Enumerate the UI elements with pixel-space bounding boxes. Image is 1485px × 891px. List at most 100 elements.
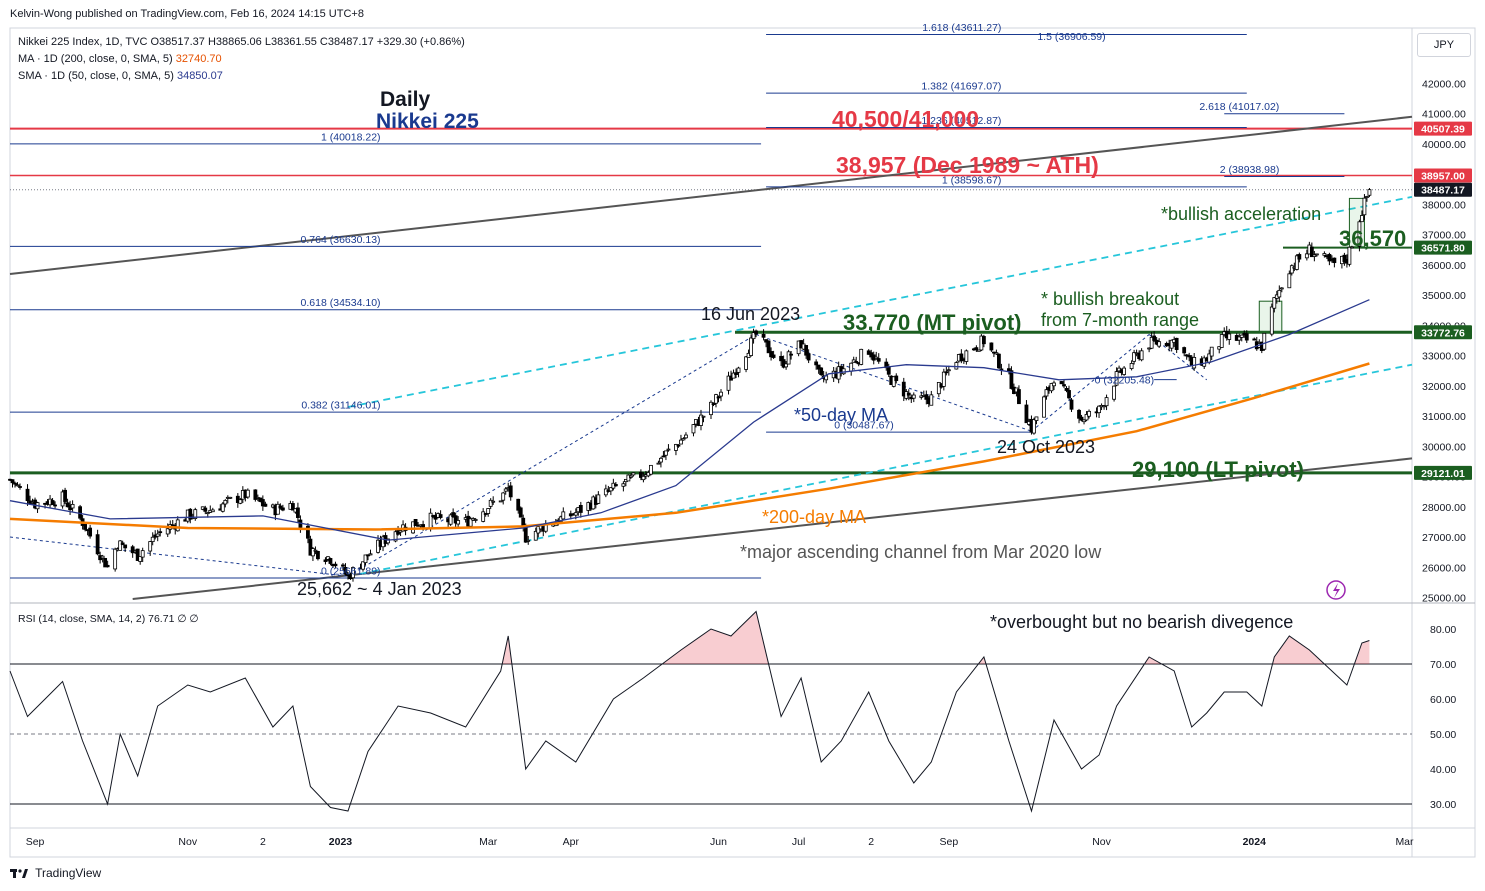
price-candle xyxy=(88,524,93,539)
price-candle xyxy=(676,444,681,448)
candle-body xyxy=(255,497,260,499)
price-candle xyxy=(275,501,280,515)
price-candle xyxy=(1012,383,1016,395)
price-candle xyxy=(754,329,758,338)
candle-body xyxy=(929,394,934,406)
price-candle xyxy=(891,376,896,388)
candle-body xyxy=(273,505,278,516)
annotation-jun-high: 16 Jun 2023 xyxy=(701,304,800,324)
candle-body xyxy=(1287,273,1292,289)
price-candle xyxy=(1077,408,1081,424)
price-candle xyxy=(769,347,773,361)
chart-subtitle-daily: Daily xyxy=(380,88,431,111)
currency-button[interactable]: JPY xyxy=(1417,33,1471,57)
price-candle xyxy=(10,479,15,488)
price-candle xyxy=(1262,332,1267,351)
annotation-ath: 38,957 (Dec 1989 ~ ATH) xyxy=(836,152,1099,178)
candle-body xyxy=(78,506,82,519)
price-candle xyxy=(1259,341,1264,354)
price-candle xyxy=(118,540,123,551)
candle-body xyxy=(961,358,966,361)
candle-body xyxy=(498,500,503,503)
annotation-bullish-acceleration: *bullish acceleration xyxy=(1161,204,1321,224)
candle-body xyxy=(453,515,458,524)
price-candle xyxy=(1309,242,1314,258)
price-candle xyxy=(799,339,804,349)
price-candle xyxy=(954,361,959,370)
price-candle xyxy=(1227,328,1232,345)
candle-body xyxy=(1252,338,1257,341)
price-candle xyxy=(786,349,791,365)
y-tick-label: 29000.00 xyxy=(1422,472,1466,484)
price-candle xyxy=(140,547,145,563)
price-candle xyxy=(68,500,72,515)
candle-body xyxy=(103,557,108,568)
price-candle xyxy=(761,329,766,341)
annotation-rsi: *overbought but no bearish divegence xyxy=(990,612,1293,632)
candle-body xyxy=(431,515,436,517)
price-candle xyxy=(1327,252,1332,266)
retest-dashed-line xyxy=(1148,334,1208,381)
candle-body xyxy=(1134,352,1139,355)
price-candle xyxy=(533,527,538,541)
candle-body xyxy=(561,511,566,520)
lightning-icon[interactable] xyxy=(1326,580,1346,600)
candle-body xyxy=(113,548,118,570)
price-candle xyxy=(70,500,75,512)
price-candle xyxy=(886,363,891,378)
candle-body xyxy=(1007,368,1011,371)
price-candle xyxy=(779,351,783,366)
candle-body xyxy=(1184,354,1189,357)
price-candle xyxy=(1134,349,1139,357)
price-candle xyxy=(751,328,756,344)
price-candle xyxy=(1207,349,1212,365)
candle-body xyxy=(1307,244,1312,255)
price-candle xyxy=(270,503,275,509)
candle-body xyxy=(421,524,425,528)
price-candle xyxy=(1169,339,1174,352)
candle-body xyxy=(691,424,696,434)
candle-body xyxy=(1192,357,1197,369)
price-candle xyxy=(80,514,85,530)
price-candle xyxy=(919,391,924,400)
x-tick-label: Mar xyxy=(479,836,498,848)
candle-body xyxy=(1059,381,1064,385)
candle-body xyxy=(463,517,468,520)
candle-body xyxy=(1237,336,1242,341)
price-candle xyxy=(714,393,718,408)
candle-body xyxy=(83,522,88,530)
price-candle xyxy=(223,499,228,508)
candle-body xyxy=(1274,294,1279,299)
price-candle xyxy=(541,524,546,537)
ma200-legend-label: MA · 1D (200, close, 0, SMA, 5) xyxy=(18,53,173,65)
candle-body xyxy=(1117,367,1121,372)
candle-body xyxy=(275,503,280,515)
candle-body xyxy=(293,508,298,513)
price-candle xyxy=(1152,331,1157,342)
price-candle xyxy=(1209,346,1214,361)
candle-body xyxy=(746,352,751,359)
price-candle xyxy=(105,560,110,568)
candle-body xyxy=(235,495,240,503)
candle-body xyxy=(836,366,841,380)
candle-body xyxy=(1327,254,1332,262)
price-candle xyxy=(393,528,398,543)
candle-body xyxy=(153,534,158,538)
candle-body xyxy=(771,354,776,358)
price-candle xyxy=(1324,254,1329,260)
candle-body xyxy=(959,353,964,362)
price-candle xyxy=(1342,252,1347,266)
price-candle xyxy=(60,489,65,509)
price-candle xyxy=(849,362,854,376)
price-candle xyxy=(871,351,876,365)
price-candle xyxy=(431,514,436,519)
candle-body xyxy=(28,500,32,505)
candle-body xyxy=(523,527,528,543)
price-candle xyxy=(311,546,315,562)
price-candle xyxy=(1024,400,1029,424)
price-candle xyxy=(28,495,32,505)
price-candle xyxy=(684,432,688,439)
candle-body xyxy=(1187,355,1192,358)
annotation-lt-pivot: 29,100 (LT pivot) xyxy=(1132,457,1304,482)
